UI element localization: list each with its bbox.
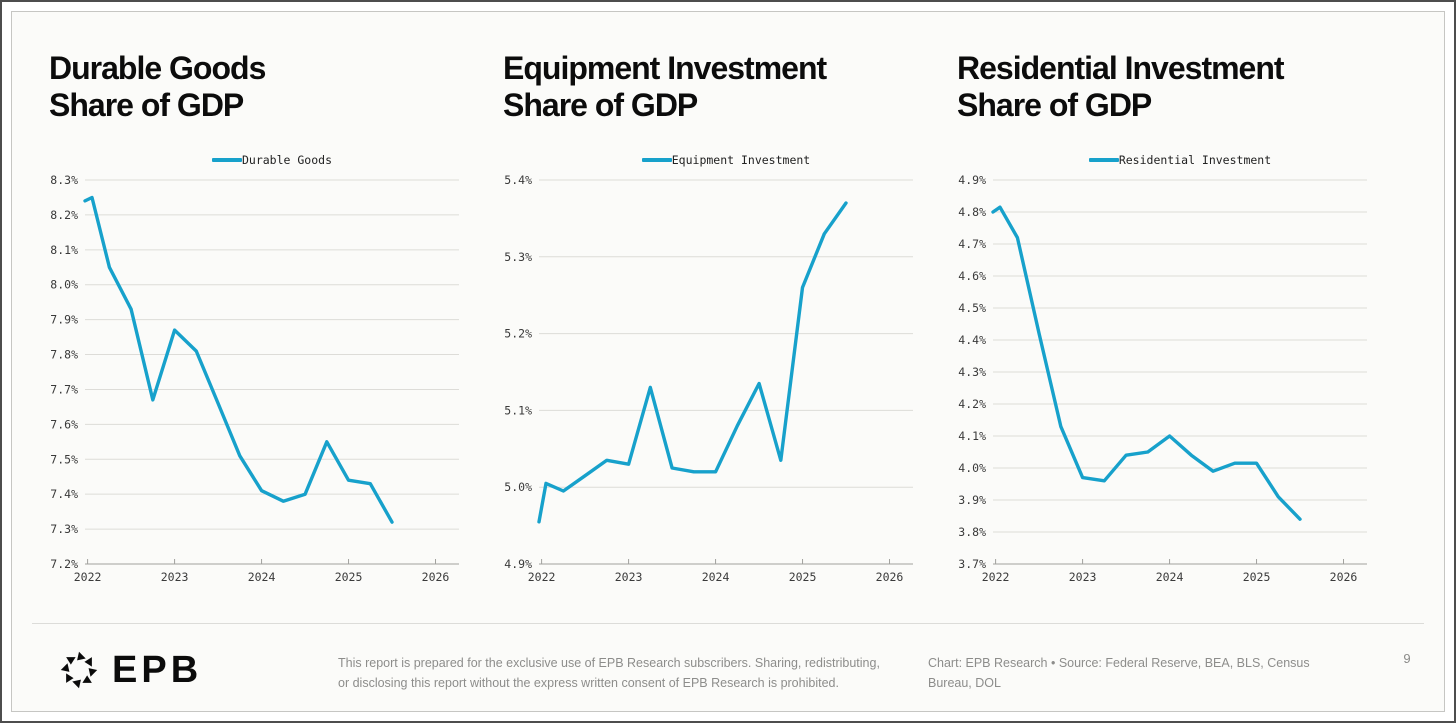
svg-text:2022: 2022: [982, 570, 1010, 584]
svg-text:8.2%: 8.2%: [50, 208, 78, 222]
svg-text:2025: 2025: [335, 570, 363, 584]
svg-text:5.1%: 5.1%: [504, 403, 532, 417]
svg-text:8.0%: 8.0%: [50, 278, 78, 292]
svg-text:3.7%: 3.7%: [958, 557, 986, 571]
svg-text:7.9%: 7.9%: [50, 313, 78, 327]
epb-logo-text: EPB: [112, 649, 203, 691]
svg-text:8.3%: 8.3%: [50, 173, 78, 187]
svg-text:2022: 2022: [74, 570, 102, 584]
svg-text:5.2%: 5.2%: [504, 327, 532, 341]
legend: Durable Goods: [45, 152, 459, 168]
chart-source-text: Chart: EPB Research • Source: Federal Re…: [928, 656, 1310, 690]
svg-text:2024: 2024: [248, 570, 276, 584]
durable-goods-plot: 8.3% 8.2% 8.1% 8.0% 7.9% 7.8% 7.7% 7.6% 7.5% 7.4%…: [45, 170, 499, 599]
svg-text:4.4%: 4.4%: [958, 333, 986, 347]
svg-text:2023: 2023: [1069, 570, 1097, 584]
svg-text:5.3%: 5.3%: [504, 250, 532, 264]
equipment-investment-chart: Equipment Investment Share of GDP Equipm…: [499, 38, 953, 599]
svg-text:7.7%: 7.7%: [50, 382, 78, 396]
charts-row: Durable Goods Share of GDP Durable Goods…: [45, 38, 1407, 599]
svg-text:2025: 2025: [1243, 570, 1271, 584]
page-number: 9: [1403, 651, 1411, 666]
epb-logo: EPB: [56, 647, 202, 693]
svg-text:4.0%: 4.0%: [958, 461, 986, 475]
svg-text:4.6%: 4.6%: [958, 269, 986, 283]
report-card: Durable Goods Share of GDP Durable Goods…: [11, 11, 1445, 712]
svg-text:7.2%: 7.2%: [50, 557, 78, 571]
svg-text:2025: 2025: [789, 570, 817, 584]
legend-label: Durable Goods: [241, 153, 332, 167]
svg-text:5.4%: 5.4%: [504, 173, 532, 187]
chart-title: Residential Investment Share of GDP: [957, 50, 1285, 123]
chart-title: Equipment Investment Share of GDP: [503, 50, 827, 123]
svg-text:3.8%: 3.8%: [958, 525, 986, 539]
svg-text:7.3%: 7.3%: [50, 522, 78, 536]
svg-text:4.8%: 4.8%: [958, 205, 986, 219]
svg-text:4.5%: 4.5%: [958, 301, 986, 315]
equipment-investment-plot: 5.4% 5.3% 5.2% 5.1% 5.0% 4.9% 2022 2023 2024 2025…: [499, 170, 953, 599]
residential-investment-chart: Residential Investment Share of GDP Resi…: [953, 38, 1407, 599]
svg-text:2026: 2026: [1330, 570, 1358, 584]
footer-divider: [32, 623, 1424, 624]
svg-text:4.7%: 4.7%: [958, 237, 986, 251]
svg-text:7.4%: 7.4%: [50, 487, 78, 501]
svg-text:7.6%: 7.6%: [50, 417, 78, 431]
svg-text:2026: 2026: [422, 570, 450, 584]
svg-text:2024: 2024: [702, 570, 730, 584]
svg-text:2024: 2024: [1156, 570, 1184, 584]
legend: Residential Investment: [953, 152, 1367, 168]
svg-text:4.9%: 4.9%: [504, 557, 532, 571]
residential-investment-plot: 4.9% 4.8% 4.7% 4.6% 4.5% 4.4% 4.3% 4.2% 4.1% 4.0%…: [953, 170, 1407, 599]
disclaimer-text: This report is prepared for the exclusiv…: [338, 656, 880, 690]
svg-text:7.8%: 7.8%: [50, 348, 78, 362]
footer: EPB This report is prepared for the excl…: [12, 623, 1444, 715]
legend-line-swatch: [211, 158, 242, 162]
svg-text:4.3%: 4.3%: [958, 365, 986, 379]
svg-text:2023: 2023: [615, 570, 643, 584]
svg-text:5.0%: 5.0%: [504, 480, 532, 494]
legend-label: Residential Investment: [1118, 153, 1272, 167]
svg-text:4.9%: 4.9%: [958, 173, 986, 187]
svg-text:2026: 2026: [876, 570, 904, 584]
svg-text:2022: 2022: [528, 570, 556, 584]
legend-line-swatch: [641, 158, 672, 162]
legend-line-swatch: [1088, 158, 1119, 162]
legend-label: Equipment Investment: [671, 153, 811, 167]
svg-text:4.2%: 4.2%: [958, 397, 986, 411]
legend: Equipment Investment: [499, 152, 913, 168]
svg-text:2023: 2023: [161, 570, 189, 584]
chart-title: Durable Goods Share of GDP: [49, 50, 266, 123]
svg-text:3.9%: 3.9%: [958, 493, 986, 507]
durable-goods-chart: Durable Goods Share of GDP Durable Goods…: [45, 38, 499, 599]
svg-text:8.1%: 8.1%: [50, 243, 78, 257]
svg-text:7.5%: 7.5%: [50, 452, 78, 466]
svg-text:4.1%: 4.1%: [958, 429, 986, 443]
epb-shutter-icon: [60, 651, 98, 689]
